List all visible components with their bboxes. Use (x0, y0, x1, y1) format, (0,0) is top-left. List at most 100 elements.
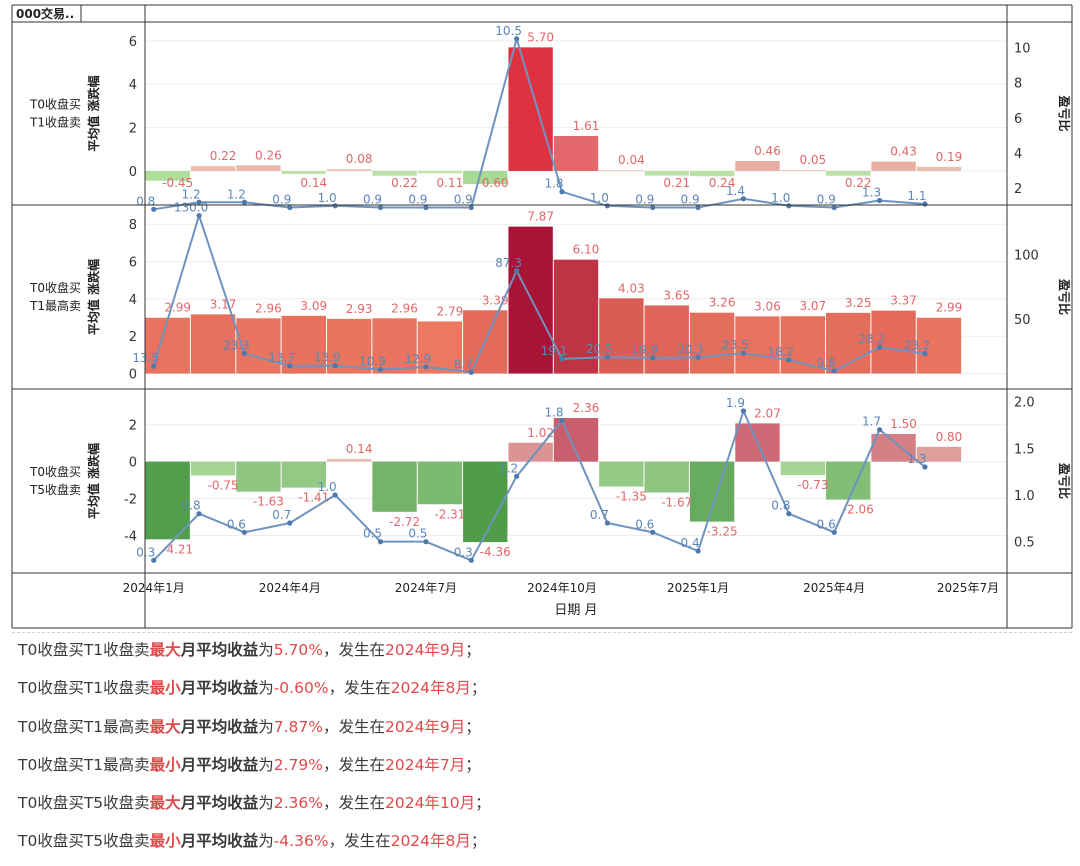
bar (236, 461, 281, 492)
x-tick-label: 2025年7月 (937, 581, 999, 595)
bar (871, 310, 916, 374)
ratio-point (695, 354, 701, 360)
bar (644, 461, 689, 493)
ratio-point (514, 473, 520, 479)
summary-value: 7.87% (273, 717, 323, 736)
ratio-value-label: 87.3 (495, 256, 522, 270)
y2-tick-label: 50 (1014, 313, 1031, 328)
bar-value-label: -1.67 (661, 495, 692, 509)
bar (417, 170, 463, 174)
ratio-value-label: 0.9 (454, 193, 473, 207)
ratio-value-label: 1.8 (544, 177, 563, 191)
bar (372, 170, 417, 176)
bar (553, 259, 599, 374)
summary-end: ； (470, 832, 487, 851)
summary-kind: 最大 (149, 641, 181, 659)
ratio-value-label: 1.0 (590, 191, 609, 205)
ratio-point (695, 204, 701, 211)
y2-tick-label: 1.0 (1014, 489, 1035, 504)
chart: 000交易.. 0 2 4 6 2 4 6 8 10 -0.45 0.22 0.26 0.14 0.08 0.… (11, 4, 1073, 629)
bar (553, 418, 599, 462)
ratio-value-label: 1.8 (544, 405, 563, 419)
bar (689, 461, 735, 522)
bar-value-label: 0.14 (300, 176, 327, 190)
ratio-value-label: 1.1 (907, 189, 926, 203)
ratio-point (876, 344, 883, 350)
summary-connector: 为 (258, 794, 274, 813)
summary-date: 2024年7月 (384, 755, 466, 774)
summary-strategy: T0收盘买T1收盘卖 (18, 641, 150, 659)
bar (599, 461, 644, 487)
x-tick-label: 2024年4月 (259, 581, 321, 595)
summary-line: T0收盘买T1收盘卖最小月平均收益为-0.60%，发生在2024年8月； (18, 674, 1068, 712)
y2-axis-title: 盈亏比 (1057, 462, 1072, 499)
bar (372, 461, 417, 512)
ratio-point (740, 408, 747, 414)
bar (281, 170, 326, 175)
bar (644, 305, 689, 374)
bar (916, 317, 962, 374)
ratio-point (695, 548, 701, 554)
summary-strategy: T0收盘买T5收盘卖 (18, 794, 150, 813)
summary-list: T0收盘买T1收盘卖最大月平均收益为5.70%，发生在2024年9月； T0收盘… (18, 636, 1068, 866)
bar-value-label: 2.93 (346, 302, 373, 316)
ratio-value-label: 0.4 (681, 536, 700, 550)
bar-value-label: 2.96 (255, 301, 282, 315)
summary-metric: 月平均收益 (180, 679, 259, 698)
ratio-value-label: 23.3 (223, 338, 250, 352)
summary-connector: ，发生在 (322, 717, 385, 736)
ratio-point (377, 366, 384, 373)
ratio-value-label: 0.7 (272, 508, 291, 522)
bar-value-label: 0.22 (845, 176, 872, 190)
summary-date: 2024年10月 (384, 794, 476, 813)
ratio-value-label: 0.8 (136, 194, 155, 208)
y2-tick-label: 1.5 (1014, 442, 1035, 457)
ratio-value-label: 0.5 (408, 527, 427, 541)
summary-connector: ，发生在 (328, 679, 391, 698)
row-label: T1最高卖 (29, 298, 81, 313)
x-tick-label: 2025年1月 (667, 581, 729, 595)
ratio-value-label: 0.9 (272, 193, 291, 207)
x-tick-label: 2025年4月 (803, 581, 865, 595)
ratio-point (514, 268, 520, 274)
bar-value-label: -0.73 (797, 478, 828, 492)
bar (236, 318, 281, 374)
summary-strategy: T0收盘买T1最高卖 (18, 717, 150, 736)
bar-value-label: 1.61 (573, 119, 600, 133)
bar (190, 166, 236, 171)
row-label: T1收盘卖 (29, 115, 81, 130)
summary-date: 2024年9月 (384, 641, 466, 659)
bar (372, 318, 417, 374)
bar (553, 136, 599, 171)
y-tick-label: 2 (129, 330, 137, 345)
summary-metric: 月平均收益 (180, 832, 259, 851)
ratio-value-label: 1.3 (862, 186, 881, 200)
summary-connector: ，发生在 (322, 755, 385, 774)
bar (326, 169, 372, 171)
bar (508, 47, 553, 171)
summary-metric: 月平均收益 (180, 641, 259, 659)
bar (145, 170, 190, 181)
ratio-value-label: 1.0 (771, 191, 790, 205)
y-tick-label: 2 (129, 122, 137, 137)
y-tick-label: 8 (129, 218, 137, 233)
bar-value-label: 0.80 (936, 430, 963, 444)
summary-line: T0收盘买T5收盘卖最大月平均收益为2.36%，发生在2024年10月； (18, 789, 1068, 827)
summary-date: 2024年8月 (390, 679, 471, 698)
x-axis-title: 日期 月 (554, 603, 597, 618)
bar-value-label: 0.08 (346, 152, 373, 166)
summary-connector: 为 (258, 832, 274, 851)
ratio-point (196, 199, 202, 205)
y-tick-label: 6 (129, 256, 137, 271)
ratio-value-label: 1.3 (907, 452, 926, 466)
ratio-point (740, 196, 747, 202)
bar-value-label: 7.87 (527, 210, 554, 224)
ratio-value-label: 0.9 (363, 193, 382, 207)
y2-tick-label: 2.0 (1014, 396, 1035, 411)
summary-value: -0.60% (273, 679, 329, 698)
ratio-line (152, 212, 926, 374)
ratio-value-label: 0.6 (817, 517, 836, 531)
bar (326, 459, 372, 462)
y2-tick-label: 0.5 (1014, 536, 1035, 551)
bar-value-label: -1.35 (616, 490, 647, 504)
